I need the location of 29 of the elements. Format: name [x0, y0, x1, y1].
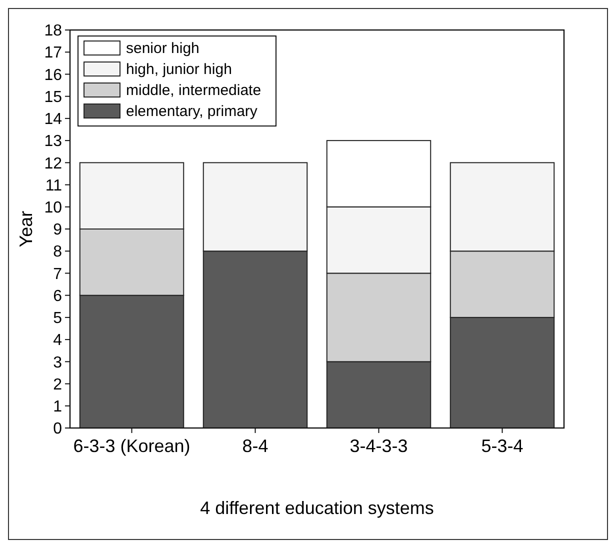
legend-label: senior high — [126, 40, 200, 57]
y-tick-label: 5 — [53, 310, 62, 328]
y-tick-label: 1 — [53, 398, 62, 416]
x-tick-label: 3-4-3-3 — [350, 436, 408, 456]
y-tick-label: 9 — [53, 222, 62, 239]
y-tick-label: 11 — [45, 177, 62, 194]
y-tick-label: 12 — [44, 155, 62, 172]
y-tick-label: 15 — [44, 88, 62, 106]
legend-label: high, junior high — [126, 61, 232, 78]
y-tick-label: 8 — [53, 244, 62, 261]
y-tick-label: 16 — [44, 66, 62, 84]
y-tick-label: 10 — [44, 199, 62, 216]
y-axis-title: Year — [16, 210, 36, 248]
x-tick-label: 8-4 — [242, 436, 268, 456]
x-axis-title: 4 different education systems — [200, 498, 434, 518]
y-tick-label: 14 — [44, 111, 62, 128]
y-tick-label: 4 — [53, 332, 62, 350]
y-tick-label: 17 — [44, 44, 62, 62]
y-tick-label: 6 — [53, 288, 62, 305]
y-tick-label: 3 — [53, 354, 62, 372]
x-tick-label: 5-3-4 — [481, 436, 524, 456]
y-tick-label: 13 — [44, 133, 62, 150]
y-tick-label: 0 — [53, 420, 62, 438]
y-tick-label: 18 — [44, 22, 62, 40]
y-tick-label: 7 — [53, 266, 62, 283]
legend-label: middle, intermediate — [126, 82, 262, 99]
y-tick-label: 2 — [53, 376, 62, 394]
x-tick-label: 6-3-3 (Korean) — [73, 436, 190, 456]
legend-label: elementary, primary — [126, 103, 258, 120]
